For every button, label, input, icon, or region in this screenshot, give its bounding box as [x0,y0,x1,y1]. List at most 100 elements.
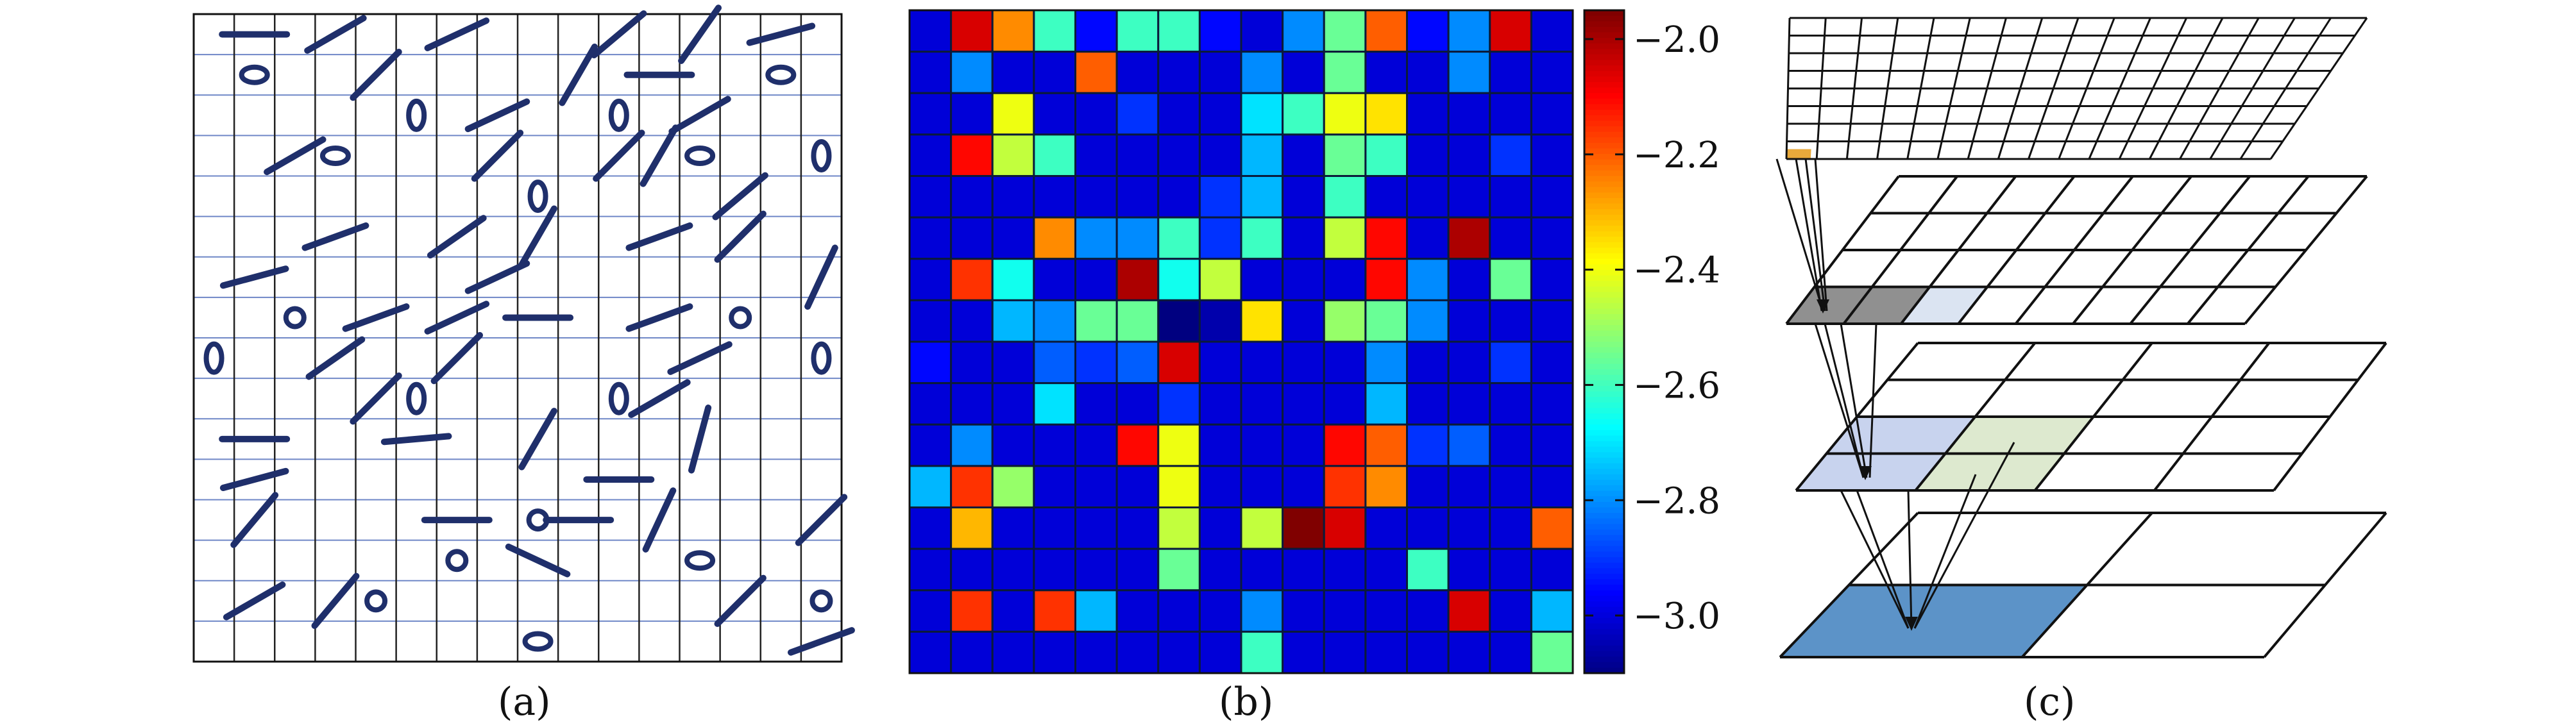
orientation-stroke [746,22,816,46]
heatmap-cell [1323,382,1367,426]
orientation-stroke [787,627,855,656]
colorbar-segment [1584,313,1624,321]
colorbar-tick-label: −2.8 [1633,480,1720,522]
heatmap-cell [1323,258,1367,301]
heatmap-cell [1240,589,1284,633]
colorbar-tick-label: −2.2 [1633,135,1720,176]
colorbar-segment [1584,264,1624,271]
heatmap-cell [1198,216,1242,260]
colorbar-segment [1584,551,1624,558]
colorbar-segment [1584,220,1624,227]
orientation-stroke [424,301,490,335]
colorbar-segment [1584,540,1624,547]
orientation-stroke [311,572,360,629]
orientation-stroke [380,433,452,446]
colorbar-segment [1584,496,1624,503]
colorbar-segment [1584,54,1624,61]
colorbar-segment [1584,529,1624,536]
heatmap-cell [950,423,994,467]
heatmap-cell [1074,465,1118,508]
heatmap-cell [950,299,994,343]
heatmap-cell [1447,506,1491,550]
colorbar-segment [1584,463,1624,470]
heatmap-cell [991,547,1035,592]
heatmap-cell [1530,465,1574,508]
heatmap-cell [1240,382,1284,426]
heatmap-cell [1406,299,1450,343]
heatmap-cell [1447,382,1491,426]
heatmap-cell [1198,382,1242,426]
ellipse-marker [684,550,716,571]
colorbar-segment [1584,214,1624,221]
heatmap-cell [1530,133,1574,177]
heatmap-cell [950,9,994,53]
colorbar-segment [1584,469,1624,475]
ellipse-marker [811,341,832,375]
heatmap-cell [1198,299,1242,343]
colorbar-segment [1584,573,1624,580]
orientation-stroke [518,205,557,268]
panel-b-colorbar: −2.0 −2.2 −2.4 −2.6 −2.8 −3.0 [1583,9,1720,674]
heatmap-cell [1157,299,1201,343]
heatmap-cell [1074,630,1118,674]
heatmap-cell [1323,340,1367,385]
heatmap-cell [1530,9,1574,53]
heatmap-cell [1157,92,1201,136]
connection-arrow [1814,158,1828,312]
heatmap-cell [1074,547,1118,592]
highlight-cell [1786,149,1811,159]
connection-arrow [1775,158,1824,312]
colorbar-segment [1584,485,1624,492]
colorbar-segment [1584,601,1624,608]
colorbar-segment [1584,667,1624,674]
connection-arrow [1868,323,1877,478]
orientation-stroke [223,581,286,621]
orientation-stroke [640,124,679,187]
colorbar-segment [1584,281,1624,287]
heatmap-cell [1447,133,1491,177]
heatmap-cell [1489,92,1532,136]
heatmap-cell [1074,133,1118,177]
heatmap-cell [908,423,953,467]
heatmap-cell [1364,506,1408,550]
heatmap-cell [908,340,953,385]
heatmap-cell [1240,465,1284,508]
heatmap-cell [1282,465,1325,508]
ellipse-marker [809,589,833,613]
heatmap-cell [1115,423,1160,467]
ellipse-marker [239,64,270,85]
heatmap-cell [1489,175,1532,219]
heatmap-cell [908,175,953,219]
heatmap-cell [1074,506,1118,550]
heatmap-cell [1530,630,1574,674]
heatmap-cell [1033,423,1076,467]
heatmap-cell [1489,630,1532,674]
colorbar-segment [1584,131,1624,138]
heatmap-cell [1364,630,1408,674]
colorbar-segment [1584,60,1624,67]
panel-a-frame [192,13,843,663]
colorbar-segment [1584,231,1624,238]
ellipse-marker [608,98,629,132]
ellipse-marker [406,381,427,415]
colorbar-segment [1584,364,1624,371]
heatmap-cell [1198,258,1242,301]
heatmap-cell [1364,423,1408,467]
orientation-stroke [427,215,487,259]
heatmap-cell [1115,382,1160,426]
orientation-stroke [795,494,848,546]
colorbar-segment [1584,380,1624,387]
colorbar-segment [1584,308,1624,315]
heatmap-cell [950,547,994,592]
heatmap-cell [1323,506,1367,550]
heatmap-cell [1530,506,1574,550]
colorbar-segment [1584,98,1624,105]
orientation-stroke [804,244,838,310]
colorbar-segment [1584,104,1624,111]
heatmap-cell [1447,175,1491,219]
heatmap-cell [1115,92,1160,136]
heatmap-cell [1157,589,1201,633]
heatmap-cell [1033,51,1076,94]
heatmap-cell [1115,9,1160,53]
colorbar-segment [1584,457,1624,464]
